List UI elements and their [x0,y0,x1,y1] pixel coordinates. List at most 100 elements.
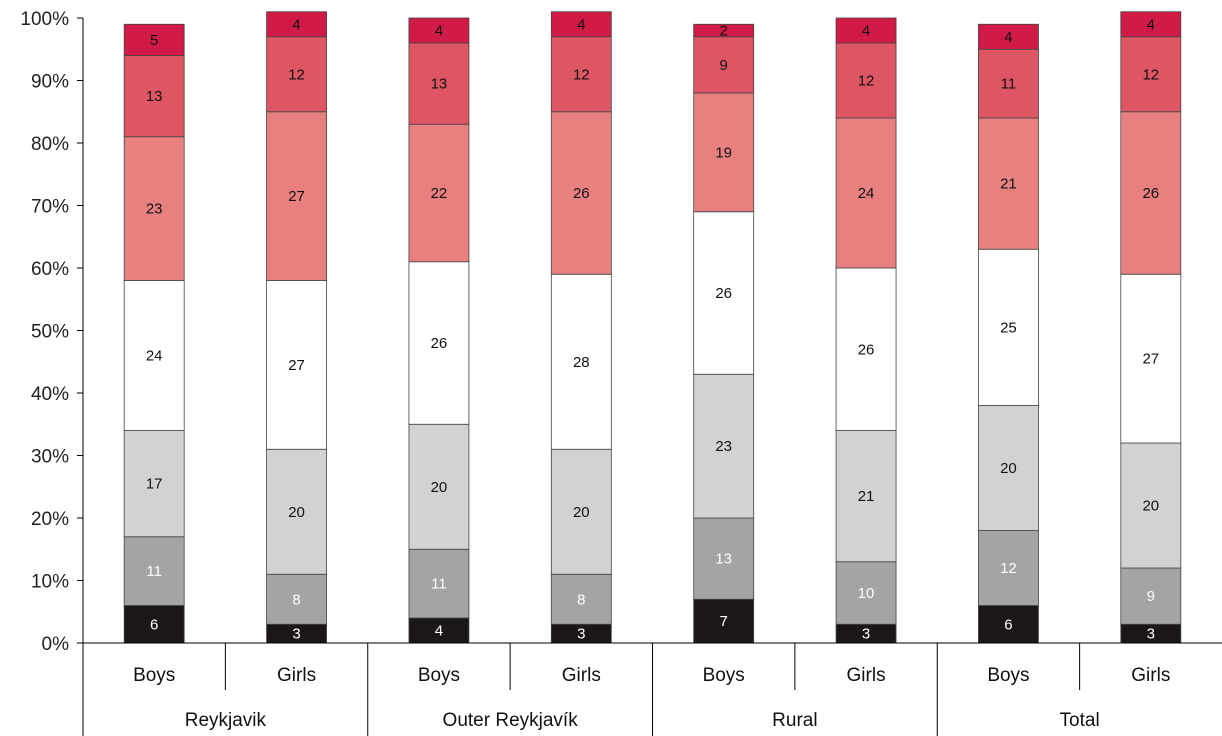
category-label: Girls [562,665,601,686]
bar-stack: 3 9 20 27 26 12 4 [1120,11,1182,644]
data-label: 26 [1142,185,1159,202]
bar-segment [835,17,897,44]
bar-segment [835,561,897,625]
data-label: 11 [1001,76,1017,93]
bar-segment [123,136,185,281]
data-label: 24 [146,348,163,365]
y-tick-label: 20% [31,509,69,530]
bar-segment [408,423,470,550]
data-label: 13 [146,88,163,105]
y-tick-label: 90% [31,72,69,93]
data-label: 9 [1147,588,1155,605]
bar-segment [1120,111,1182,275]
bar-segment [1120,442,1182,569]
x-axis: Boys Girls Boys Girls Boys Girls Boys Girls Reyk… [82,642,1222,736]
bar-segment [266,111,327,281]
category-label: Girls [847,665,886,686]
data-label: 4 [1004,29,1012,46]
y-axis: 0% 10% 20% 30% 40% 50% 60% 70% 80% 90% 100% [20,9,84,655]
data-label: 17 [146,476,163,493]
y-tick-label: 40% [31,384,69,405]
bar-segment [408,123,470,263]
category-label: Girls [1131,665,1170,686]
y-tick-label: 30% [31,447,69,468]
group-label: Reykjavik [185,710,267,731]
bar-segment [266,573,327,625]
data-label: 5 [150,32,158,49]
data-label: 4 [292,16,300,33]
bar-segment [408,261,470,425]
data-label: 11 [146,563,162,580]
y-tick-label: 100% [20,9,69,30]
bar-segment [693,36,755,94]
bar-stack: 3 8 20 27 27 12 4 [266,11,327,644]
data-label: 12 [288,66,305,83]
bar-segment [978,405,1039,531]
data-label: 4 [435,623,443,640]
bar-segment [693,373,755,519]
y-tick-label: 60% [31,259,69,280]
bar-segment [835,267,897,431]
data-label: 23 [146,201,163,218]
data-label: 12 [858,73,875,90]
data-label: 23 [715,438,732,455]
bar-segment [1120,273,1182,444]
data-label: 27 [288,188,305,205]
bar-segment [123,55,185,138]
data-label: 3 [577,626,585,643]
y-tick-label: 10% [31,572,69,593]
data-label: 20 [1142,498,1159,515]
bar-segment [408,17,470,44]
bar-segment [550,273,612,450]
data-label: 4 [435,23,443,40]
bar-segment [266,448,327,575]
bar-segment [408,617,470,644]
bar-segment [550,11,612,38]
data-label: 22 [431,185,448,202]
bar-stack: 6 11 17 24 23 13 5 [123,23,185,644]
y-tick-label: 0% [42,634,70,655]
data-label: 12 [1142,66,1159,83]
y-tick-label: 50% [31,322,69,343]
category-label: Boys [703,665,745,686]
bar-stack: 3 8 20 28 26 12 4 [550,11,612,644]
data-label: 10 [858,585,875,602]
data-label: 20 [288,504,305,521]
data-label: 12 [1000,560,1017,577]
data-label: 8 [292,591,300,608]
category-label: Boys [987,665,1029,686]
bar-segment [266,280,327,450]
bar-segment [550,36,612,113]
bar-segment [266,36,327,113]
bar-segment [693,92,755,213]
bar-segment [550,111,612,275]
bar-segment [835,42,897,119]
bar-segment [550,448,612,575]
data-label: 26 [573,185,590,202]
data-label: 27 [288,357,305,374]
data-label: 26 [431,335,448,352]
category-label: Boys [133,665,175,686]
bar-segment [123,23,185,56]
bar-segment [835,117,897,269]
data-label: 4 [577,16,585,33]
bar-stack: 6 12 20 25 21 11 4 [978,23,1039,644]
data-label: 21 [858,488,875,505]
category-label: Girls [277,665,316,686]
group-label: Rural [772,710,817,731]
data-label: 20 [573,504,590,521]
data-label: 19 [715,144,732,161]
data-label: 26 [858,341,875,358]
data-label: 9 [720,57,728,74]
data-label: 6 [150,616,158,633]
bar-stack: 3 10 21 26 24 12 4 [835,17,897,644]
data-label: 4 [1147,16,1155,33]
bar-segment [1120,36,1182,113]
data-label: 3 [1147,626,1155,643]
data-label: 24 [858,185,875,202]
data-label: 4 [862,23,870,40]
y-tick-label: 80% [31,134,69,155]
bar-segment [978,605,1039,644]
group-label: Total [1060,710,1100,731]
bar-segment [978,530,1039,606]
